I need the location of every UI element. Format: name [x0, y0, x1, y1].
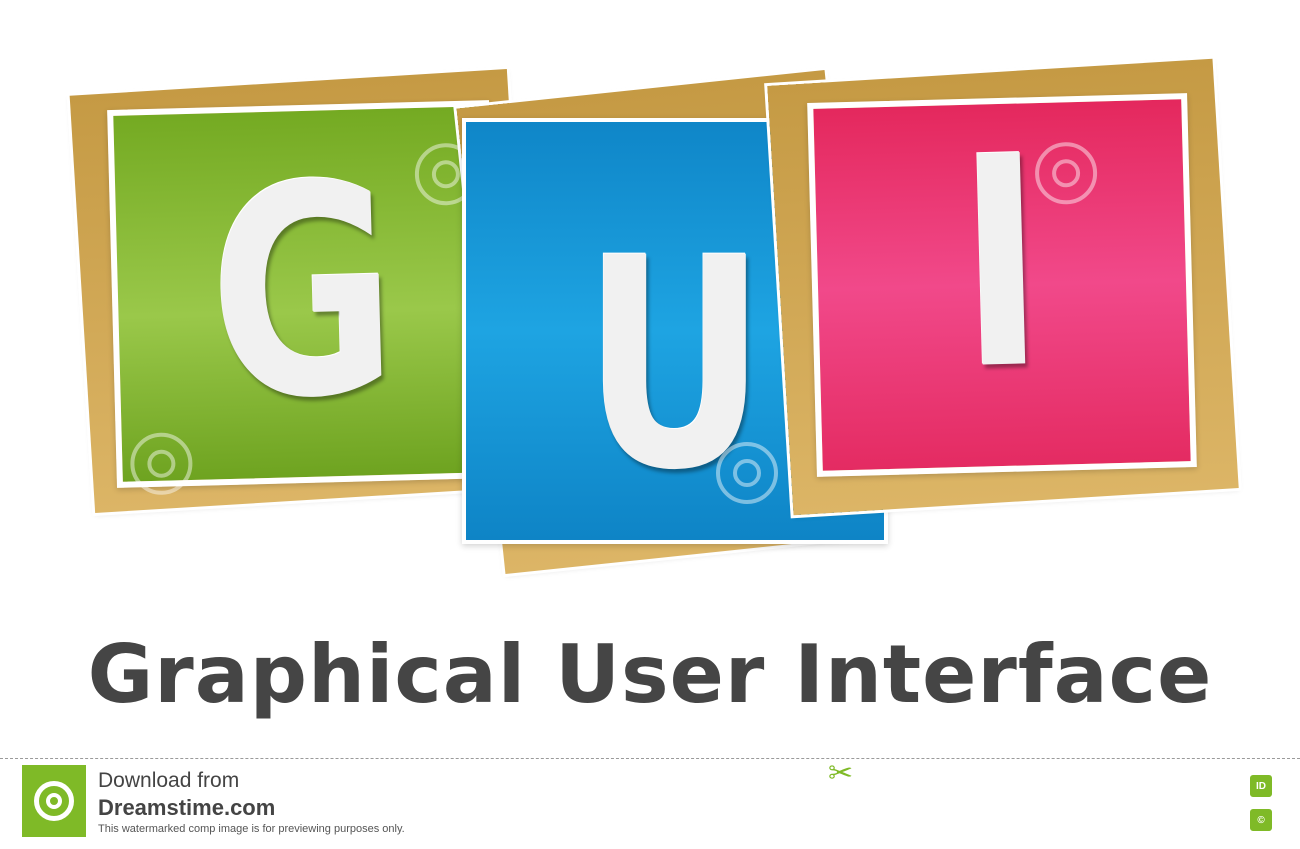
page-title: Graphical User Interface	[87, 628, 1213, 721]
dreamstime-link[interactable]: Dreamstime.com	[98, 795, 276, 820]
copyright-badge-icon[interactable]: ©	[1250, 809, 1272, 831]
watermark-swirl-icon	[716, 442, 778, 504]
watermark-notice: This watermarked comp image is for previ…	[98, 823, 405, 835]
letter-i: I	[954, 94, 1048, 435]
green-block: G	[107, 100, 499, 496]
dreamstime-logo[interactable]	[22, 765, 86, 837]
id-badge-icon[interactable]: ID	[1250, 775, 1272, 797]
scissors-icon: ✂	[828, 756, 854, 791]
download-from-text: Download from	[98, 769, 240, 792]
watermark-swirl-icon	[129, 431, 194, 496]
pink-block: I	[807, 93, 1197, 477]
watermark-footer: Download from Dreamstime.com This waterm…	[0, 758, 1300, 849]
letter-g: G	[205, 122, 401, 465]
gui-blocks-illustration: G U I Graphical User Interface	[0, 0, 1300, 760]
watermark-swirl-icon	[1034, 141, 1098, 206]
dreamstime-swirl-icon	[34, 781, 74, 821]
